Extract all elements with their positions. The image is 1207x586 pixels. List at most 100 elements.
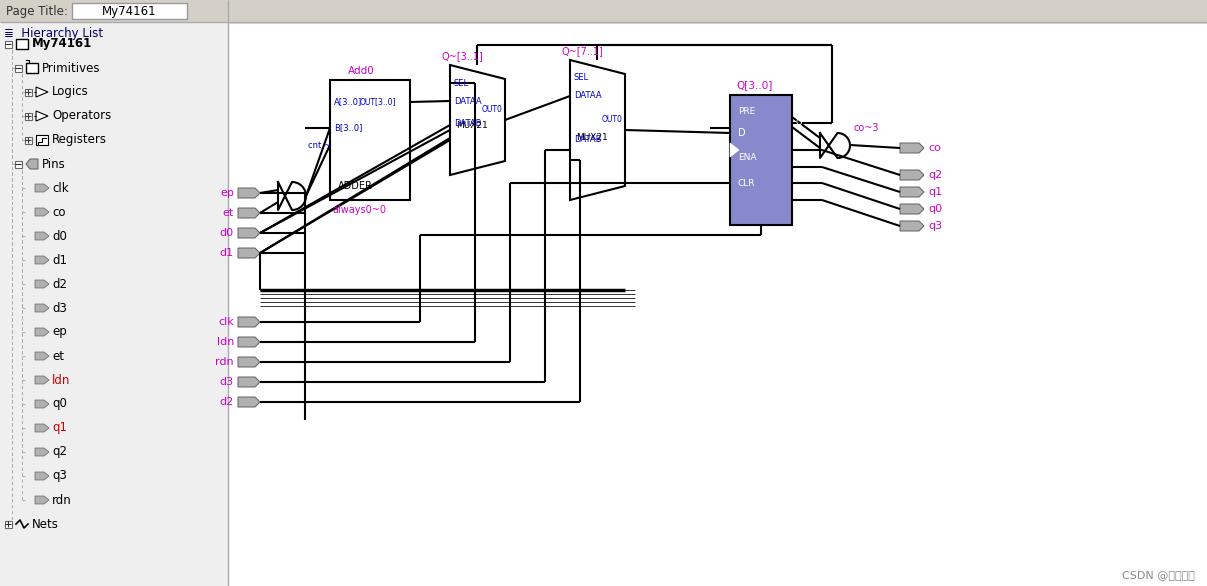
Bar: [25, 89, 33, 96]
Polygon shape: [238, 377, 260, 387]
Polygon shape: [238, 208, 260, 218]
Text: co~3: co~3: [853, 123, 879, 133]
Bar: [16, 39, 28, 49]
Text: OUT[3..0]: OUT[3..0]: [360, 97, 397, 107]
Text: ldn: ldn: [216, 337, 234, 347]
Text: Q: Q: [795, 118, 801, 128]
Text: rdn: rdn: [215, 357, 234, 367]
Text: co: co: [52, 206, 65, 219]
Bar: [25, 113, 33, 120]
Text: d2: d2: [220, 397, 234, 407]
Text: CLR: CLR: [737, 179, 756, 188]
Text: always0~0: always0~0: [332, 205, 386, 215]
Bar: [5, 521, 12, 528]
Text: ADDER: ADDER: [338, 181, 373, 191]
Text: q2: q2: [928, 170, 943, 180]
Text: Operators: Operators: [52, 110, 111, 122]
Text: et: et: [223, 208, 234, 218]
Text: q3: q3: [52, 469, 66, 482]
Bar: [330, 80, 410, 200]
Text: clk: clk: [218, 317, 234, 327]
Polygon shape: [238, 357, 260, 367]
Text: Q~[3..1]: Q~[3..1]: [442, 51, 484, 61]
Text: clk: clk: [52, 182, 69, 195]
Polygon shape: [238, 188, 260, 198]
Text: d2: d2: [52, 278, 68, 291]
Bar: [229, 23, 1207, 586]
Polygon shape: [35, 496, 49, 504]
Text: ≣  Hierarchy List: ≣ Hierarchy List: [4, 26, 103, 39]
Text: B[3..0]: B[3..0]: [334, 124, 362, 132]
Text: ENA: ENA: [737, 152, 757, 162]
Text: My74161: My74161: [101, 5, 157, 18]
Polygon shape: [35, 280, 49, 288]
Text: Add0: Add0: [348, 66, 374, 76]
Polygon shape: [450, 65, 505, 175]
Text: D: D: [737, 128, 746, 138]
Bar: [5, 41, 12, 48]
Bar: [0, 0, 228, 586]
Text: rdn: rdn: [52, 493, 71, 506]
Polygon shape: [36, 111, 48, 121]
Text: q1: q1: [928, 187, 943, 197]
Text: DATAA: DATAA: [454, 97, 482, 105]
Text: ep: ep: [220, 188, 234, 198]
Text: et: et: [52, 349, 64, 363]
Polygon shape: [35, 424, 49, 432]
Polygon shape: [35, 400, 49, 408]
Text: Q[3..0]: Q[3..0]: [736, 80, 772, 90]
Text: q2: q2: [52, 445, 68, 458]
Bar: [730, 95, 792, 225]
Polygon shape: [730, 143, 739, 157]
Text: ep: ep: [52, 325, 66, 339]
Text: DATAB: DATAB: [575, 135, 601, 145]
Text: q0: q0: [52, 397, 66, 411]
Text: Logics: Logics: [52, 86, 89, 98]
Polygon shape: [238, 317, 260, 327]
Polygon shape: [27, 159, 37, 169]
Bar: [25, 137, 33, 144]
Text: SEL: SEL: [575, 73, 589, 83]
Polygon shape: [900, 170, 925, 180]
Text: DATAB: DATAB: [454, 118, 482, 128]
Polygon shape: [238, 397, 260, 407]
Text: d3: d3: [220, 377, 234, 387]
Text: d0: d0: [52, 230, 66, 243]
Polygon shape: [278, 182, 307, 210]
Text: d1: d1: [52, 254, 68, 267]
Text: d0: d0: [220, 228, 234, 238]
Polygon shape: [900, 204, 925, 214]
Polygon shape: [35, 472, 49, 480]
Polygon shape: [35, 232, 49, 240]
Polygon shape: [35, 376, 49, 384]
Polygon shape: [900, 187, 925, 197]
Polygon shape: [570, 60, 625, 200]
Text: cnt ~: cnt ~: [308, 141, 331, 149]
Polygon shape: [820, 133, 850, 158]
Text: OUT0: OUT0: [482, 105, 503, 114]
Text: Pins: Pins: [42, 158, 65, 171]
Text: ldn: ldn: [52, 373, 70, 387]
Text: q0: q0: [928, 204, 943, 214]
Polygon shape: [35, 184, 49, 192]
Text: Nets: Nets: [33, 517, 59, 530]
Text: PRE: PRE: [737, 107, 756, 115]
Bar: [14, 65, 22, 72]
Text: q1: q1: [52, 421, 68, 434]
Text: co: co: [928, 143, 941, 153]
Text: Registers: Registers: [52, 134, 107, 146]
Polygon shape: [900, 221, 925, 231]
Text: DATAA: DATAA: [575, 91, 601, 101]
Bar: [14, 161, 22, 168]
Text: d1: d1: [220, 248, 234, 258]
Polygon shape: [238, 248, 260, 258]
Bar: [36, 135, 48, 145]
Polygon shape: [35, 352, 49, 360]
Text: Page Title:: Page Title:: [6, 5, 68, 18]
Text: CSDN @简单点了: CSDN @简单点了: [1123, 570, 1195, 580]
Polygon shape: [35, 328, 49, 336]
Text: OUT0: OUT0: [602, 115, 623, 124]
Text: d3: d3: [52, 302, 66, 315]
Polygon shape: [238, 337, 260, 347]
Text: q3: q3: [928, 221, 943, 231]
